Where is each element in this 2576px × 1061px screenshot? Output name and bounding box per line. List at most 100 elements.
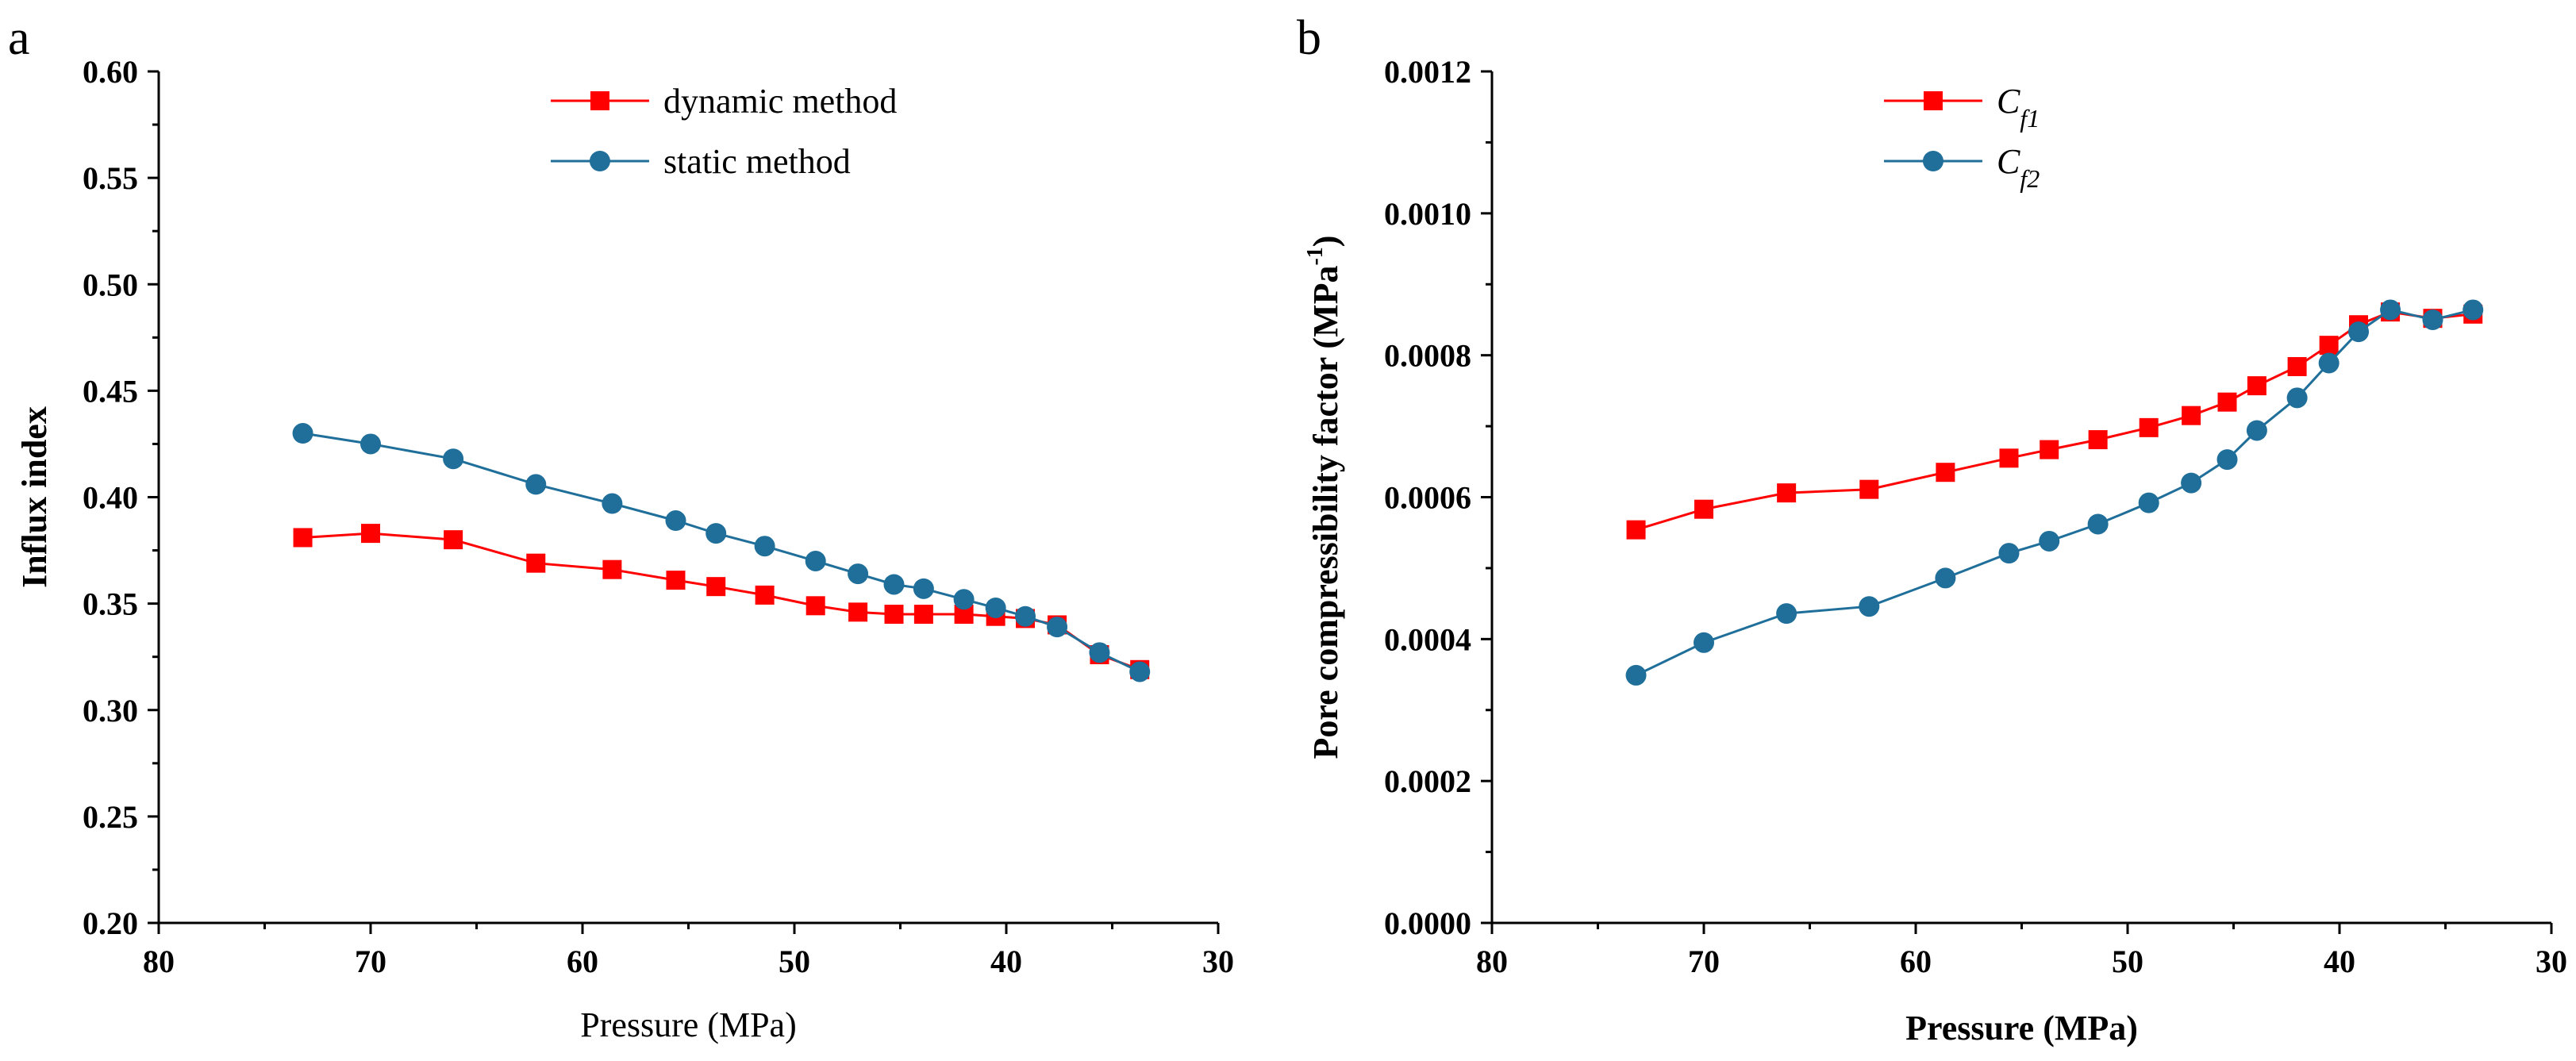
y-tick-label: 0.20	[83, 905, 138, 941]
x-tick-label: 50	[779, 944, 810, 979]
y-axis-title: Pore compressibility factor (MPa-1)	[1303, 236, 1345, 759]
x-tick-label: 80	[143, 944, 175, 979]
data-point	[2088, 430, 2108, 450]
data-point	[1626, 520, 1646, 540]
data-point	[602, 493, 623, 514]
x-tick-label: 60	[567, 944, 598, 979]
data-point	[883, 574, 905, 595]
legend-label: dynamic method	[663, 82, 897, 121]
data-point	[1625, 664, 1647, 686]
data-point	[2319, 336, 2339, 356]
legend-label: Cf2	[1997, 142, 2040, 193]
data-point	[848, 563, 869, 585]
data-point	[666, 571, 686, 590]
x-tick-label: 50	[2112, 944, 2143, 979]
data-point	[292, 423, 313, 444]
data-point	[2422, 309, 2443, 330]
data-point	[2380, 299, 2401, 321]
data-point	[2217, 392, 2237, 412]
x-axis-title: Pressure (MPa)	[580, 1005, 797, 1044]
data-point	[755, 585, 775, 605]
y-tick-label: 0.0010	[1384, 196, 1471, 232]
x-tick-label: 40	[990, 944, 1022, 979]
x-axis-title: Pressure (MPa)	[1905, 1009, 2138, 1048]
data-point	[2246, 420, 2267, 441]
legend-marker	[589, 151, 610, 171]
y-tick-label: 0.50	[83, 267, 138, 302]
legend-label: Cf1	[1997, 82, 2040, 133]
data-point	[2039, 530, 2060, 552]
data-point	[805, 596, 825, 616]
data-point	[848, 602, 868, 622]
panel-a-chart: a 80 70 60 50 40 30 0.20 0.25 0.30 0.35 0.40 0.45 0.5…	[8, 11, 1234, 1044]
y-tick-label: 0.55	[83, 160, 138, 196]
data-point	[1935, 567, 1956, 589]
data-point	[293, 528, 313, 548]
panel-b-chart: b 80 70 60 50 40 30 0.0000 0.0002 0.0004 0.0006 0.0…	[1297, 11, 2567, 1048]
data-point	[913, 578, 934, 599]
data-point	[1089, 642, 1110, 663]
x-tick-label: 60	[1900, 944, 1932, 979]
y-tick-label: 0.40	[83, 480, 138, 516]
data-point	[805, 550, 826, 571]
data-point	[1015, 605, 1036, 627]
x-tick-label: 70	[1688, 944, 1720, 979]
x-tick-label: 80	[1476, 944, 1508, 979]
data-point	[2217, 449, 2238, 471]
data-point	[884, 605, 904, 625]
legend-marker	[1923, 91, 1943, 110]
data-point	[2040, 440, 2059, 459]
data-point	[360, 433, 381, 455]
y-tick-label: 0.0002	[1384, 763, 1471, 799]
data-point	[443, 448, 464, 470]
data-point	[953, 589, 975, 610]
data-point	[2318, 352, 2340, 374]
x-tick-label: 40	[2324, 944, 2355, 979]
data-point	[1859, 596, 1880, 617]
data-point	[2138, 492, 2159, 513]
data-point	[2287, 356, 2307, 376]
panel-letter: b	[1297, 11, 1321, 65]
data-point	[526, 553, 546, 573]
y-tick-label: 0.0000	[1384, 905, 1471, 941]
y-tick-label: 0.0004	[1384, 621, 1471, 657]
data-point	[706, 523, 727, 544]
series-line-2	[1635, 308, 2474, 677]
y-tick-label: 0.0008	[1384, 338, 1471, 374]
data-point	[602, 559, 622, 579]
data-point	[665, 510, 686, 532]
data-point	[1694, 499, 1713, 519]
y-tick-label: 0.0012	[1384, 54, 1471, 90]
data-point	[525, 474, 547, 495]
data-point	[754, 536, 775, 557]
data-point	[1998, 543, 2020, 564]
data-point	[2182, 406, 2201, 425]
data-point	[2087, 513, 2109, 535]
data-point	[1999, 448, 2019, 468]
y-tick-label: 0.60	[83, 54, 138, 90]
data-point	[1129, 661, 1151, 682]
panel-letter: a	[8, 11, 30, 65]
data-point	[1047, 617, 1068, 638]
series-line-1	[302, 532, 1140, 671]
data-point	[2286, 387, 2308, 409]
y-tick-label: 0.30	[83, 693, 138, 728]
data-point	[2181, 472, 2202, 494]
data-point	[1777, 483, 1797, 503]
y-tick-label: 0.35	[83, 586, 138, 622]
data-point	[361, 524, 380, 544]
legend-marker	[1922, 151, 1944, 171]
data-point	[2139, 417, 2159, 437]
y-axis-title: Influx index	[15, 406, 54, 588]
data-point	[2348, 321, 2370, 343]
data-point	[444, 530, 463, 550]
x-tick-label: 30	[1202, 944, 1234, 979]
data-point	[1936, 463, 1955, 482]
data-point	[1694, 632, 1714, 653]
data-point	[985, 597, 1006, 618]
data-point	[2247, 376, 2266, 396]
data-point	[913, 605, 933, 625]
x-tick-label: 30	[2536, 944, 2567, 979]
data-point	[1859, 479, 1879, 499]
